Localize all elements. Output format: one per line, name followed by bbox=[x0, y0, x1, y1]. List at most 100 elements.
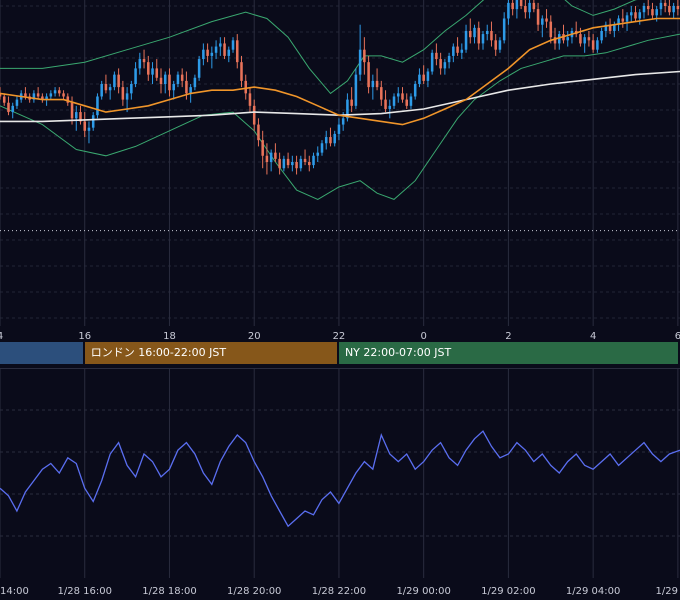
candle bbox=[316, 146, 320, 162]
candle bbox=[91, 112, 95, 131]
candle bbox=[333, 130, 336, 147]
candle-body bbox=[257, 124, 260, 141]
candle-body bbox=[291, 162, 294, 166]
candle bbox=[32, 90, 36, 103]
candle bbox=[532, 0, 536, 13]
candle-body bbox=[613, 24, 616, 31]
candle bbox=[0, 87, 2, 100]
candle-body bbox=[121, 87, 125, 100]
candle bbox=[392, 93, 396, 109]
candle bbox=[638, 9, 642, 25]
candle-body bbox=[363, 49, 366, 63]
candle-body bbox=[630, 12, 633, 16]
candle bbox=[608, 18, 612, 35]
candle bbox=[248, 87, 252, 113]
candle-body bbox=[587, 37, 591, 41]
candle-body bbox=[422, 74, 425, 81]
candle-body bbox=[185, 80, 188, 94]
candle bbox=[422, 65, 425, 84]
candle bbox=[676, 0, 680, 16]
candle-body bbox=[214, 46, 218, 53]
candle-body bbox=[579, 34, 582, 44]
candle bbox=[134, 62, 137, 88]
candle bbox=[180, 68, 184, 88]
axis-background bbox=[0, 328, 680, 342]
candle-body bbox=[405, 99, 408, 106]
candle bbox=[155, 59, 159, 81]
candle-body bbox=[316, 152, 320, 156]
candle bbox=[320, 140, 324, 156]
oscillator-line bbox=[0, 430, 680, 528]
candle-body bbox=[596, 40, 599, 50]
candle-body bbox=[553, 37, 557, 44]
candle-body bbox=[485, 30, 489, 35]
candle-body bbox=[435, 52, 438, 60]
candle-body bbox=[333, 133, 336, 144]
candle-body bbox=[168, 74, 171, 91]
candle-body bbox=[36, 93, 40, 97]
candle bbox=[396, 87, 400, 103]
candle-body bbox=[79, 112, 82, 122]
candle-body bbox=[193, 77, 197, 88]
candle-body bbox=[519, 0, 523, 6]
candle-body bbox=[108, 87, 112, 91]
candle bbox=[485, 24, 489, 41]
candle bbox=[96, 93, 99, 119]
candle bbox=[299, 155, 303, 172]
candle bbox=[413, 80, 417, 100]
candle-body bbox=[430, 52, 434, 72]
candle bbox=[591, 34, 595, 53]
axis-background bbox=[0, 580, 680, 600]
candle bbox=[79, 105, 82, 125]
oscillator-chart[interactable] bbox=[0, 368, 680, 578]
candle bbox=[596, 37, 599, 53]
candle-body bbox=[638, 12, 642, 19]
x-tick-label: 22 bbox=[333, 331, 346, 342]
candle bbox=[235, 34, 239, 69]
candle-body bbox=[324, 137, 328, 144]
candle-body bbox=[15, 99, 19, 106]
candle bbox=[282, 155, 286, 172]
candle bbox=[646, 0, 650, 16]
candle bbox=[651, 2, 654, 19]
candle bbox=[295, 155, 298, 175]
candle-body bbox=[113, 74, 116, 88]
candle bbox=[265, 143, 269, 175]
candle bbox=[206, 43, 209, 63]
candle bbox=[303, 149, 307, 166]
candle-body bbox=[45, 96, 48, 100]
candle bbox=[668, 0, 671, 16]
candle-body bbox=[583, 37, 586, 44]
x-tick-label: 1/28 22:00 bbox=[312, 586, 366, 597]
candle bbox=[2, 93, 6, 106]
candle-body bbox=[151, 68, 154, 75]
candle bbox=[197, 55, 201, 81]
candle bbox=[147, 55, 150, 81]
candle-body bbox=[621, 18, 625, 22]
candle bbox=[600, 27, 603, 44]
candle-body bbox=[392, 96, 396, 106]
candlestick-chart[interactable] bbox=[0, 0, 680, 326]
x-tick-label: 20 bbox=[248, 331, 261, 342]
candle-body bbox=[536, 9, 540, 25]
candle bbox=[223, 37, 226, 60]
candle-body bbox=[274, 152, 277, 159]
candle bbox=[439, 52, 442, 75]
candle bbox=[435, 43, 438, 66]
candle-body bbox=[473, 27, 476, 38]
candle-body bbox=[663, 2, 667, 6]
candle bbox=[261, 130, 264, 169]
candle bbox=[541, 15, 544, 38]
candle bbox=[634, 6, 637, 22]
candle-body bbox=[388, 105, 392, 109]
x-tick-label: 1/29 04:00 bbox=[566, 586, 620, 597]
candle bbox=[375, 68, 379, 91]
candle bbox=[426, 68, 430, 88]
candle bbox=[524, 0, 527, 19]
candle-body bbox=[147, 62, 150, 75]
candle-body bbox=[0, 93, 2, 97]
candle-body bbox=[87, 127, 91, 131]
x-tick-label: 14:00 bbox=[0, 586, 29, 597]
candle-body bbox=[159, 77, 163, 84]
